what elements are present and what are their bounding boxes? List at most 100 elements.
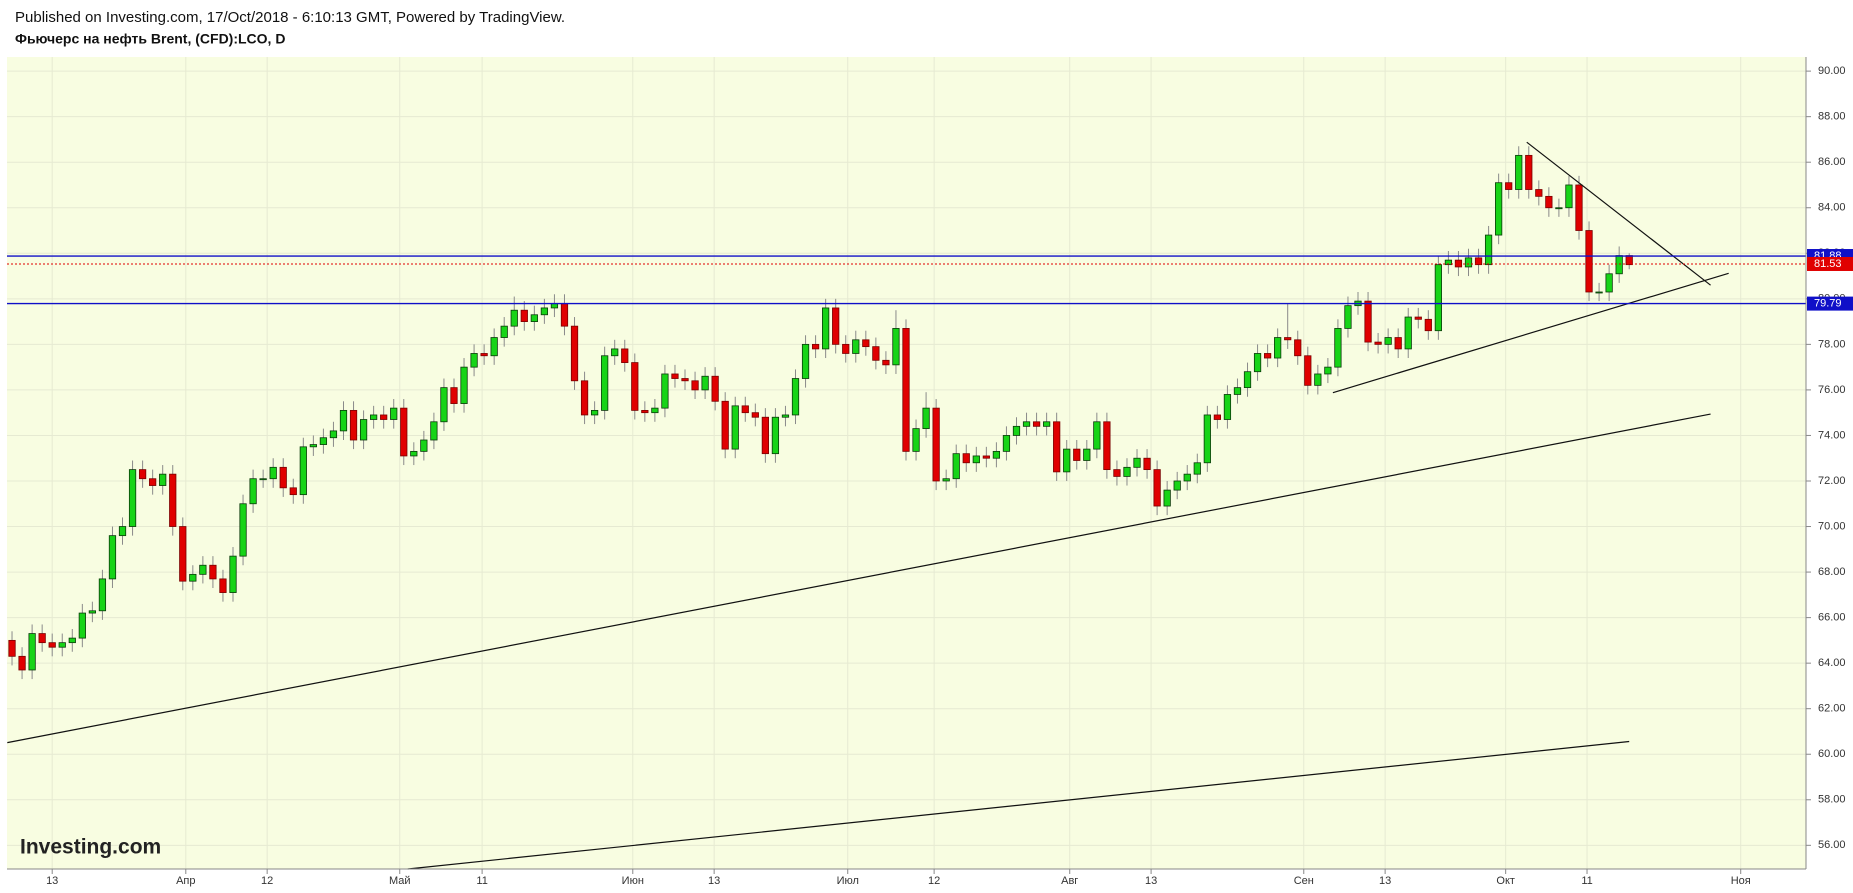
candle-body [149,478,157,486]
candle-body [1093,421,1101,450]
candle-body [1032,421,1041,427]
candle-body [98,578,107,612]
candle-body [1414,316,1422,320]
candle-body [1043,421,1051,427]
candle-body [1304,355,1312,386]
candle-body [1063,448,1071,473]
candle-body [611,348,619,357]
candle-body [1515,154,1523,190]
x-tick-label: Ноя [1731,875,1751,887]
candle-body [18,655,26,671]
candle-body [329,430,338,439]
candle-body [510,309,518,327]
candle-body [8,639,16,657]
x-tick-label: Авг [1061,875,1078,887]
candle-body [992,450,1001,459]
y-tick-label: 60.00 [1818,748,1846,760]
candle-body [1464,257,1473,268]
candle-body [1213,414,1221,420]
logo: Investing.com [20,836,161,859]
candle-body [128,469,137,527]
x-tick-label: 12 [261,875,273,887]
y-tick-label: 84.00 [1818,202,1846,214]
candle-body [902,328,910,452]
candle-body [570,325,579,382]
y-tick-label: 86.00 [1818,156,1846,168]
candle-body [681,378,689,382]
candle-body [490,337,498,357]
candle-body [1203,414,1211,464]
candle-body [1404,316,1412,350]
candle-body [370,414,378,420]
candle-body [309,444,317,448]
candle-body [641,409,649,414]
x-tick-label: Сен [1294,875,1314,887]
candle-body [1314,373,1322,386]
y-tick-label: 58.00 [1818,794,1846,806]
candle-body [1474,257,1483,266]
candle-body [1022,421,1031,427]
candle-body [1284,337,1292,341]
candle-body [349,409,358,441]
candle-body [661,373,669,409]
candle-body [38,633,46,644]
candle-body [972,455,980,464]
candle-body [169,473,177,527]
candle-body [199,564,207,575]
candle-body [621,348,629,363]
candle-body [279,466,287,489]
y-tick-label: 66.00 [1818,612,1846,624]
candle-body [48,642,56,648]
candle-body [500,325,508,338]
candle-body [58,642,66,648]
subtitle: Published on Investing.com, 17/Oct/2018 … [15,9,565,26]
x-tick-label: 13 [1145,875,1157,887]
candle-body [892,328,900,366]
candle-body [390,407,398,420]
candle-body [1444,259,1453,266]
candle-body [430,421,438,441]
candle-body [1274,337,1282,359]
candle-body [771,416,780,455]
candle-body [1565,184,1573,209]
x-tick-label: 13 [1379,875,1391,887]
candle-body [691,380,699,391]
candle-body [189,573,197,582]
trend-line [1526,141,1711,286]
candle-body [1294,339,1302,357]
candle-body [28,633,36,671]
candle-body [701,375,709,391]
candle-body [651,407,659,414]
candle-body [1615,255,1623,275]
candle-body [209,564,217,580]
candle-body [1123,466,1131,477]
candle-body [912,428,920,452]
candle-body [460,366,468,404]
candle-body [1334,328,1342,368]
candle-body [410,450,418,457]
candle-body [520,309,528,322]
x-tick-label: Июл [837,875,859,887]
candle-body [1073,448,1081,461]
candle-body [962,453,970,464]
candle-body [1575,184,1583,231]
candle-body [952,453,960,480]
x-tick-label: 13 [46,875,58,887]
candle-body [480,353,488,357]
trend-line [7,413,1711,744]
candle-body [1605,273,1613,293]
candle-body [530,314,538,322]
y-tick-label: 64.00 [1818,657,1846,669]
x-tick-label: 13 [708,875,720,887]
plot-area [7,57,1806,869]
candle-body [1193,462,1201,475]
candle-body [1173,480,1181,491]
candle-body [239,503,247,557]
candle-body [1243,371,1252,389]
candle-body [601,355,609,411]
candle-body [631,362,639,411]
trend-line [407,740,1630,870]
x-tick-label: 11 [1581,875,1592,887]
candle-body [1394,337,1402,350]
